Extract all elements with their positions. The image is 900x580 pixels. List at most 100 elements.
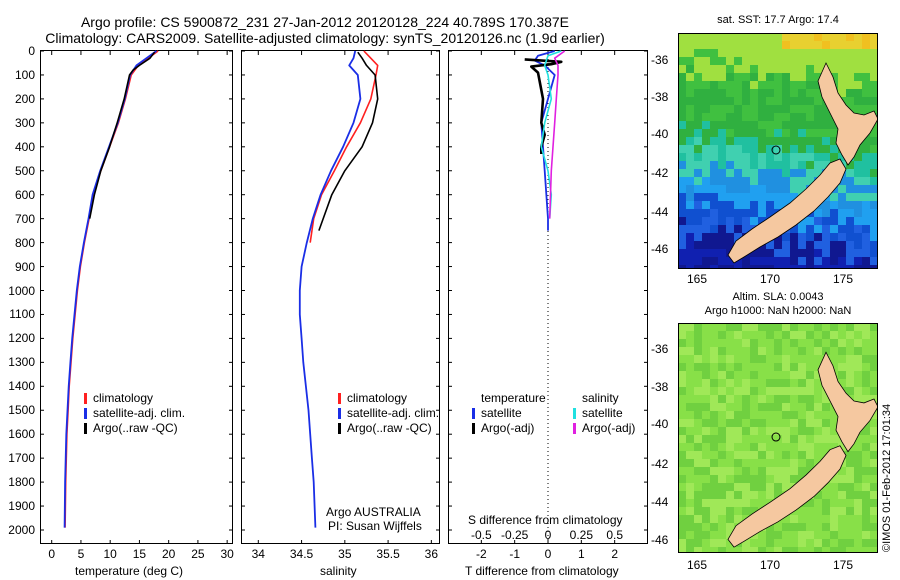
grid-cell [734,547,742,553]
grid-cell [838,547,846,553]
grid-cell [822,249,830,257]
grid-cell [766,395,774,403]
grid-cell [798,379,806,387]
grid-cell [798,443,806,451]
grid-cell [702,169,710,177]
grid-cell [702,515,710,523]
grid-cell [758,217,766,225]
map-lat-tick-label: -38 [651,90,669,104]
x-tick-label: 35 [338,547,352,561]
grid-cell [790,459,798,467]
grid-cell [758,467,766,475]
map-lat-tick-label: -36 [651,342,669,356]
grid-cell [790,363,798,371]
grid-cell [790,435,798,443]
grid-cell [758,49,766,57]
grid-cell [718,379,726,387]
grid-cell [862,435,870,443]
grid-cell [758,395,766,403]
grid-cell [750,161,758,169]
grid-cell [734,355,742,363]
grid-cell [678,435,686,443]
grid-cell [686,129,694,137]
legend-item: climatology [84,391,185,406]
grid-cell [798,403,806,411]
grid-cell [790,257,798,265]
temperature-xlabel: temperature (deg C) [75,564,184,578]
grid-cell [742,129,750,137]
grid-cell [742,217,750,225]
map-frame [678,33,878,269]
grid-cell [782,339,790,347]
grid-cell [710,233,718,241]
grid-cell [678,499,686,507]
grid-cell [710,427,718,435]
x-tick-label: 15 [133,547,147,561]
grid-cell [854,387,862,395]
grid-cell [790,451,798,459]
grid-cell [798,265,806,269]
grid-cell [830,547,838,553]
grid-cell [870,387,878,395]
grid-cell [686,81,694,89]
grid-cell [806,105,814,113]
grid-cell [830,515,838,523]
grid-cell [710,193,718,201]
grid-cell [742,347,750,355]
grid-cell [790,97,798,105]
grid-cell [806,97,814,105]
grid-cell [726,65,734,73]
grid-cell [718,177,726,185]
grid-cell [790,371,798,379]
grid-cell [846,209,854,217]
grid-cell [822,265,830,269]
legend-label: Argo(..raw -QC) [347,421,432,435]
grid-cell [790,411,798,419]
grid-cell [790,539,798,547]
grid-cell [838,241,846,249]
grid-cell [750,113,758,121]
grid-cell [694,33,702,41]
grid-cell [862,491,870,499]
grid-cell [758,137,766,145]
grid-cell [822,347,830,355]
grid-cell [742,153,750,161]
grid-cell [726,137,734,145]
x-tick-label: 25 [191,547,205,561]
x-tick-label: 0 [545,547,552,561]
grid-cell [862,257,870,265]
grid-cell [726,233,734,241]
grid-cell [750,193,758,201]
grid-cell [718,97,726,105]
grid-cell [814,427,822,435]
grid-cell [758,57,766,65]
grid-cell [822,257,830,265]
grid-cell [678,41,686,49]
grid-cell [790,265,798,269]
grid-cell [774,121,782,129]
grid-cell [710,499,718,507]
grid-cell [798,233,806,241]
grid-cell [750,443,758,451]
grid-cell [854,49,862,57]
grid-cell [726,177,734,185]
grid-cell [726,209,734,217]
grid-cell [870,451,878,459]
grid-cell [702,323,710,331]
legend-header: temperature [481,391,546,405]
grid-cell [846,225,854,233]
grid-cell [862,371,870,379]
grid-cell [734,403,742,411]
grid-cell [742,451,750,459]
grid-cell [686,355,694,363]
grid-cell [838,539,846,547]
north-island-land [817,62,878,166]
grid-cell [718,547,726,553]
grid-cell [758,73,766,81]
grid-cell [854,443,862,451]
grid-cell [710,515,718,523]
grid-cell [750,105,758,113]
grid-cell [686,539,694,547]
legend-swatch [338,423,341,434]
grid-cell [718,515,726,523]
